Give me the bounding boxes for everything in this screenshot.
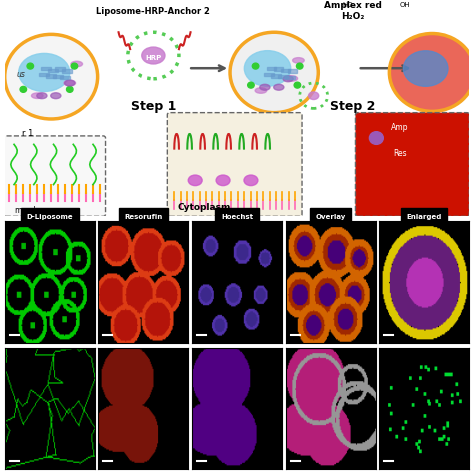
- Bar: [46, 74, 56, 78]
- Ellipse shape: [403, 51, 448, 86]
- Ellipse shape: [71, 61, 82, 67]
- Ellipse shape: [188, 175, 202, 186]
- FancyBboxPatch shape: [3, 136, 106, 216]
- Ellipse shape: [292, 58, 304, 63]
- Circle shape: [71, 63, 78, 69]
- Bar: [41, 66, 51, 70]
- Circle shape: [294, 82, 301, 88]
- Ellipse shape: [255, 88, 267, 93]
- Ellipse shape: [389, 34, 474, 111]
- FancyBboxPatch shape: [356, 113, 469, 216]
- Circle shape: [20, 86, 27, 92]
- Text: Liposome-HRP-Anchor 2: Liposome-HRP-Anchor 2: [96, 7, 210, 16]
- Text: Step 1: Step 1: [131, 100, 176, 113]
- Text: Step 2: Step 2: [330, 100, 376, 113]
- Ellipse shape: [244, 175, 258, 186]
- Ellipse shape: [64, 80, 75, 86]
- Circle shape: [27, 63, 34, 69]
- Text: HRP: HRP: [145, 55, 162, 61]
- Ellipse shape: [64, 80, 75, 86]
- Ellipse shape: [18, 54, 70, 91]
- Text: r 1: r 1: [22, 129, 34, 138]
- Circle shape: [296, 63, 303, 69]
- Text: Amp: Amp: [391, 123, 408, 132]
- Circle shape: [66, 86, 73, 92]
- Ellipse shape: [309, 92, 319, 100]
- Title: Hoechst: Hoechst: [221, 214, 253, 220]
- Circle shape: [248, 82, 254, 88]
- Title: Resorufin: Resorufin: [124, 214, 163, 220]
- Bar: [285, 76, 295, 79]
- Text: OH: OH: [400, 2, 410, 8]
- Ellipse shape: [142, 47, 165, 64]
- Ellipse shape: [286, 76, 298, 81]
- Bar: [264, 73, 273, 76]
- Text: membrane: membrane: [14, 206, 56, 215]
- Ellipse shape: [51, 93, 61, 99]
- Circle shape: [369, 132, 383, 145]
- Bar: [53, 75, 63, 78]
- Text: HO: HO: [343, 2, 353, 8]
- Bar: [273, 67, 283, 71]
- Ellipse shape: [216, 175, 230, 186]
- Bar: [281, 69, 290, 72]
- Bar: [62, 70, 72, 73]
- Ellipse shape: [260, 84, 270, 90]
- Ellipse shape: [273, 84, 284, 90]
- Bar: [48, 69, 58, 72]
- Bar: [272, 74, 281, 78]
- Bar: [288, 70, 297, 73]
- Bar: [39, 73, 49, 76]
- Title: Enlarged: Enlarged: [407, 214, 442, 220]
- Title: Overlay: Overlay: [315, 214, 346, 220]
- Ellipse shape: [244, 51, 291, 86]
- Title: D-Liposome: D-Liposome: [27, 214, 73, 220]
- Ellipse shape: [283, 76, 293, 82]
- Circle shape: [252, 63, 259, 69]
- Bar: [60, 76, 70, 79]
- Text: us: us: [17, 70, 26, 79]
- Ellipse shape: [230, 32, 318, 113]
- Ellipse shape: [31, 93, 43, 99]
- Bar: [267, 66, 276, 70]
- Bar: [278, 75, 288, 78]
- Ellipse shape: [5, 34, 98, 119]
- Bar: [55, 67, 65, 71]
- Text: Res: Res: [393, 149, 406, 157]
- Text: Cytoplasm: Cytoplasm: [178, 203, 231, 212]
- Text: Amplex red
H₂O₂: Amplex red H₂O₂: [324, 1, 382, 21]
- Ellipse shape: [37, 93, 47, 99]
- FancyBboxPatch shape: [167, 113, 302, 216]
